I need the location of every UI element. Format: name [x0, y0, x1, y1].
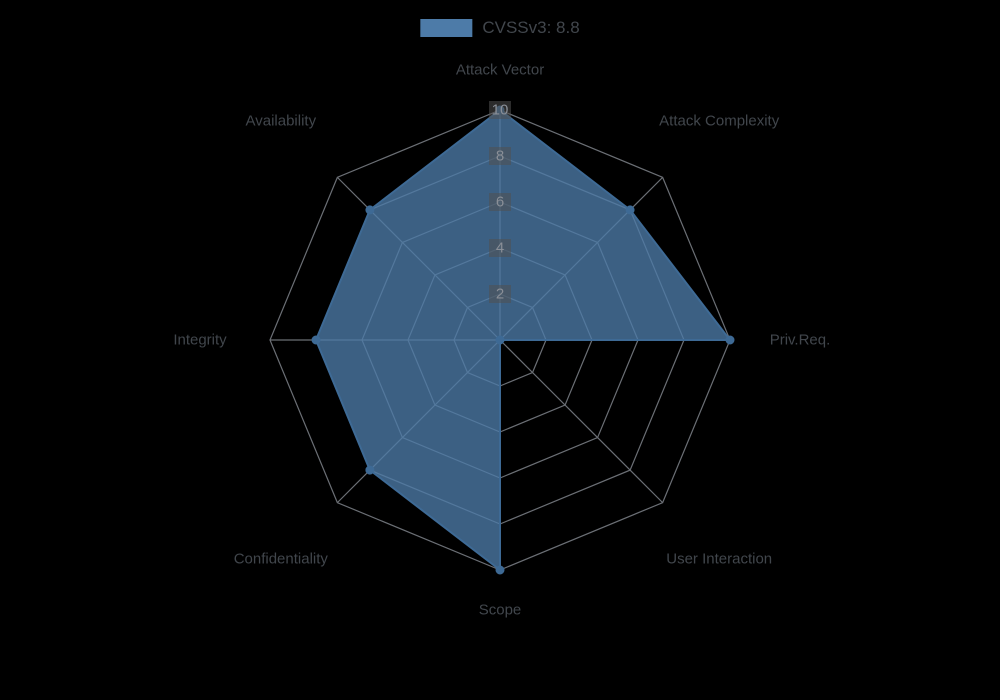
axis-label: Attack Vector	[456, 62, 544, 79]
axis-label: Priv.Req.	[770, 332, 831, 349]
axis-label: User Interaction	[666, 551, 772, 568]
axis-label: Integrity	[173, 332, 226, 349]
axis-label: Availability	[246, 112, 317, 129]
radar-chart	[0, 0, 1000, 700]
axis-label: Scope	[479, 602, 522, 619]
radar-chart-container: { "chart": { "type": "radar", "backgroun…	[0, 0, 1000, 700]
axis-label: Attack Complexity	[659, 112, 779, 129]
axis-label: Confidentiality	[234, 551, 328, 568]
